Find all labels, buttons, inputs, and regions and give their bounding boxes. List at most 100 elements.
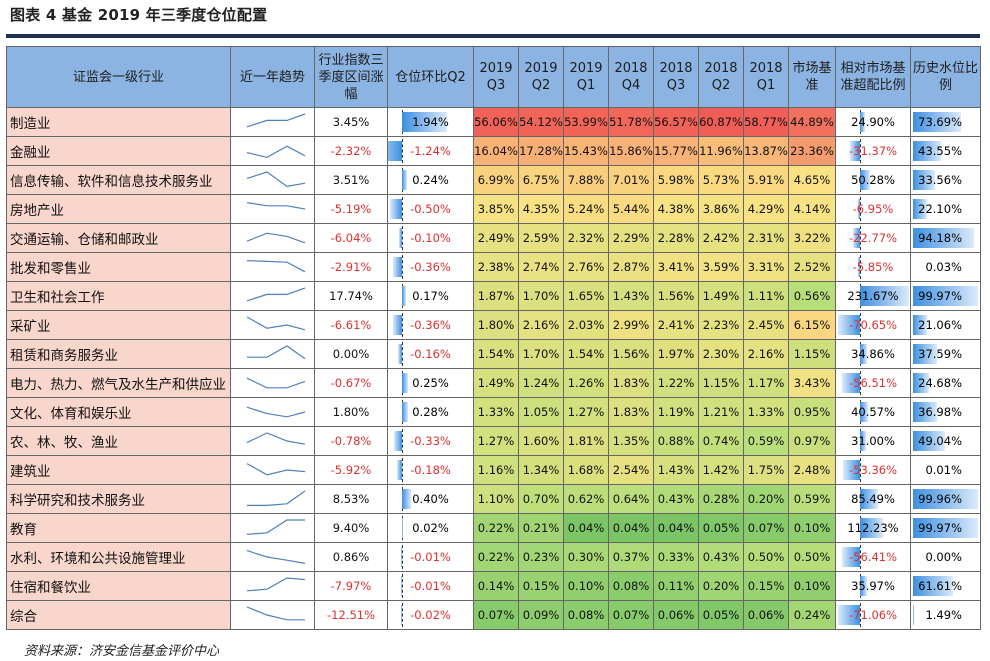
relative-cell: -5.85% [835, 252, 911, 282]
relative-bar [859, 112, 865, 132]
trend-line [246, 406, 306, 418]
relative-value: -71.06% [849, 608, 897, 622]
quarter-cell: 15.86% [608, 136, 654, 166]
trend-line [246, 260, 306, 273]
position-change-bar [401, 547, 402, 567]
position-change-value: -0.50% [410, 202, 451, 216]
relative-value: 31.00% [851, 434, 895, 448]
industry-cell: 批发和零售业 [6, 252, 231, 282]
trend-cell [230, 513, 315, 543]
quarter-cell: 3.59% [698, 252, 744, 282]
position-change-value: -0.36% [410, 260, 451, 274]
position-change-bar [399, 228, 402, 248]
relative-cell: 34.86% [835, 339, 911, 369]
industry-cell: 科学研究和技术服务业 [6, 484, 231, 514]
industry-cell: 农、林、牧、渔业 [6, 426, 231, 456]
relative-bar [857, 199, 860, 219]
trend-sparkline [246, 550, 306, 564]
quarter-cell: 0.21% [518, 513, 564, 543]
market-cell: 0.56% [788, 281, 836, 311]
relative-value: 34.86% [851, 347, 895, 361]
history-cell: 24.68% [910, 368, 981, 398]
relative-value: -56.41% [849, 550, 897, 564]
position-change-cell: -0.36% [387, 252, 474, 282]
quarter-cell: 1.27% [563, 397, 609, 427]
history-value: 33.56% [918, 173, 962, 187]
zero-line [401, 516, 403, 540]
history-value: 0.00% [925, 550, 962, 564]
quarter-cell: 1.83% [608, 397, 654, 427]
position-change-cell: -0.01% [387, 571, 474, 601]
history-cell: 36.98% [910, 397, 981, 427]
quarter-cell: 0.74% [698, 426, 744, 456]
position-change-value: -0.16% [410, 347, 451, 361]
header-history: 历史水位比例 [910, 46, 981, 108]
position-change-cell: 1.94% [387, 107, 474, 137]
trend-line [246, 606, 305, 621]
quarter-cell: 1.21% [698, 397, 744, 427]
position-change-bar [401, 518, 403, 538]
quarter-cell: 1.17% [743, 368, 789, 398]
quarter-cell: 0.70% [518, 484, 564, 514]
trend-cell [230, 281, 315, 311]
history-cell: 61.61% [910, 571, 981, 601]
header-industry: 证监会一级行业 [6, 46, 231, 108]
quarter-cell: 5.24% [563, 194, 609, 224]
trend-cell [230, 484, 315, 514]
position-change-bar [393, 315, 402, 335]
history-cell: 0.03% [910, 252, 981, 282]
history-value: 21.06% [918, 318, 962, 332]
trend-sparkline [246, 577, 306, 592]
relative-bar [842, 547, 860, 567]
quarter-cell: 13.87% [743, 136, 789, 166]
history-value: 94.18% [918, 231, 962, 245]
trend-cell [230, 310, 315, 340]
relative-bar [843, 460, 860, 480]
quarter-cell: 1.49% [698, 281, 744, 311]
zero-line [859, 226, 861, 250]
trend-sparkline [246, 145, 306, 159]
quarter-cell: 1.81% [563, 426, 609, 456]
history-bar [913, 576, 954, 596]
table-row: 房地产业 -5.19% -0.50% 3.85% 4.35% 5.24% 5.44% 4.38… [6, 194, 981, 224]
quarter-cell: 1.16% [473, 455, 519, 485]
header-2018q1: 2018 Q1 [743, 46, 789, 108]
position-change-cell: -0.50% [387, 194, 474, 224]
quarter-cell: 2.99% [608, 310, 654, 340]
table-row: 交通运输、仓储和邮政业 -6.04% -0.10% 2.49% 2.59% 2.32% 2.… [6, 223, 981, 253]
quarter-cell: 5.91% [743, 165, 789, 195]
quarter-cell: 1.43% [608, 281, 654, 311]
history-cell: 0.01% [910, 455, 981, 485]
position-change-bar [401, 112, 448, 132]
industry-cell: 制造业 [6, 107, 231, 137]
market-cell: 2.52% [788, 252, 836, 282]
quarter-cell: 0.06% [743, 600, 789, 630]
market-cell: 0.10% [788, 571, 836, 601]
table-body: 制造业 3.45% 1.94% 56.06% 54.12% 53.99% 51.78% 56.… [6, 107, 981, 630]
relative-cell: 40.57% [835, 397, 911, 427]
history-bar [913, 605, 915, 625]
trend-line [246, 113, 306, 128]
market-cell: 23.36% [788, 136, 836, 166]
index-change-cell: -2.32% [314, 136, 388, 166]
relative-cell: 231.67% [835, 281, 911, 311]
relative-bar [859, 286, 909, 306]
relative-cell: -56.51% [835, 368, 911, 398]
trend-sparkline [247, 490, 306, 506]
trend-cell [230, 368, 315, 398]
relative-bar [837, 605, 860, 625]
relative-cell: 112.23% [835, 513, 911, 543]
index-change-cell: 3.51% [314, 165, 388, 195]
history-bar [913, 170, 935, 190]
industry-cell: 教育 [6, 513, 231, 543]
table-row: 制造业 3.45% 1.94% 56.06% 54.12% 53.99% 51.78% 56.… [6, 107, 981, 137]
trend-cell [230, 252, 315, 282]
trend-sparkline [246, 432, 306, 445]
quarter-cell: 1.56% [653, 281, 699, 311]
quarter-cell: 0.10% [563, 571, 609, 601]
quarter-cell: 1.54% [563, 339, 609, 369]
position-change-cell: 0.28% [387, 397, 474, 427]
trend-line [246, 316, 306, 331]
industry-cell: 建筑业 [6, 455, 231, 485]
index-change-cell: -2.91% [314, 252, 388, 282]
